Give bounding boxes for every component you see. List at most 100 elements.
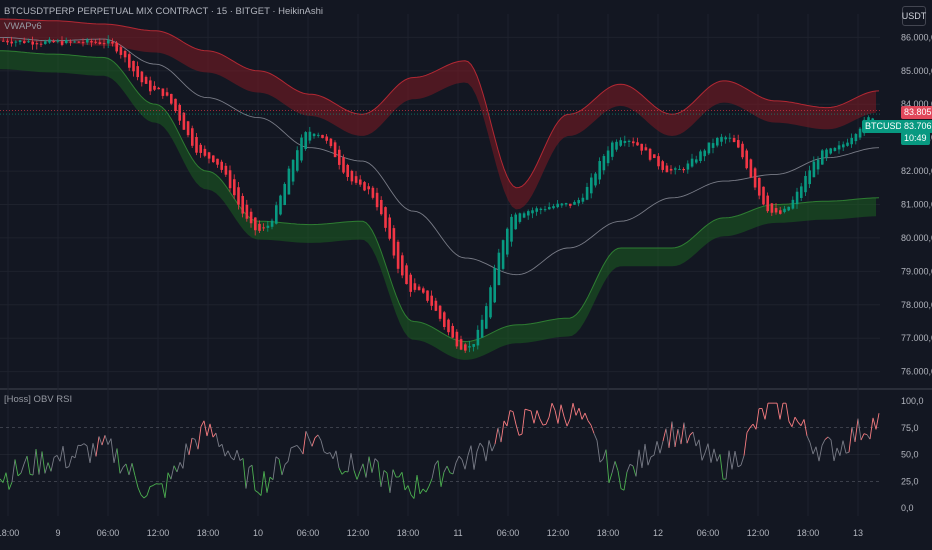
- upper-band-line: [0, 18, 880, 189]
- candle-body: [371, 187, 375, 198]
- candle-body: [846, 142, 849, 146]
- candle-body: [791, 199, 795, 209]
- candle-body: [737, 140, 740, 148]
- obv-rsi-segment: [839, 440, 844, 456]
- candle-body: [354, 176, 358, 183]
- obv-rsi-segment: [710, 448, 715, 463]
- obv-rsi-segment: [23, 455, 28, 465]
- price-axis-tick: 82.000,0: [901, 166, 932, 176]
- obv-rsi-segment: [341, 471, 346, 475]
- candle-body: [808, 170, 811, 185]
- candle-body: [170, 93, 173, 104]
- candle-body: [657, 156, 660, 167]
- obv-rsi-segment: [731, 451, 736, 470]
- obv-rsi-segment: [512, 411, 517, 425]
- indicator-label[interactable]: VWAPv6: [4, 21, 42, 32]
- candle-body: [291, 159, 295, 182]
- candle-body: [422, 288, 425, 293]
- obv-rsi-segment: [446, 465, 451, 473]
- obv-rsi-segment: [791, 417, 796, 427]
- candle-body: [69, 41, 72, 43]
- candle-body: [653, 154, 656, 158]
- time-axis-tick: 18:00: [0, 528, 19, 538]
- symbol-title[interactable]: BTCUSDTPERP PERPETUAL MIX CONTRACT · 15 …: [4, 6, 324, 17]
- obv-rsi-segment: [605, 449, 610, 483]
- obv-rsi-segment: [800, 419, 805, 426]
- candle-body: [426, 290, 429, 301]
- candle-body: [732, 138, 736, 143]
- obv-rsi-segment: [179, 462, 184, 469]
- obv-rsi-segment: [236, 450, 241, 461]
- obv-rsi-segment: [299, 448, 304, 455]
- candle-body: [434, 300, 438, 311]
- obv-rsi-segment: [407, 485, 412, 495]
- obv-rsi-segment: [125, 463, 130, 476]
- obv-rsi-segment: [716, 454, 721, 462]
- candle-body: [485, 306, 488, 329]
- candle-body: [753, 168, 757, 188]
- candle-body: [409, 274, 412, 292]
- obv-rsi-segment: [212, 432, 217, 438]
- candle-body: [430, 295, 433, 306]
- candle-body: [556, 203, 559, 208]
- obv-rsi-segment: [314, 434, 319, 439]
- candle-body: [858, 128, 862, 138]
- candle-body: [581, 197, 585, 202]
- candle-body: [128, 54, 131, 68]
- obv-rsi-segment: [398, 471, 403, 478]
- obv-rsi-segment: [119, 467, 124, 474]
- candle-body: [346, 164, 349, 177]
- obv-rsi-segment: [752, 423, 757, 430]
- currency-button[interactable]: USDT: [902, 6, 926, 26]
- candle-body: [321, 134, 324, 139]
- obv-rsi-segment: [836, 447, 841, 456]
- candle-body: [636, 142, 639, 146]
- obv-rsi-segment: [251, 465, 256, 491]
- candle-body: [283, 183, 286, 206]
- obv-rsi-segment: [641, 443, 646, 469]
- osc-axis-tick: 0,0: [901, 503, 914, 513]
- candle-body: [812, 161, 816, 178]
- candle-body: [296, 150, 299, 171]
- price-axis-tick: 76.000,0: [901, 367, 932, 377]
- obv-rsi-segment: [65, 466, 70, 469]
- candle-body: [682, 168, 685, 171]
- candle-body: [23, 41, 26, 44]
- obv-rsi-segment: [470, 445, 475, 470]
- candle-body: [455, 331, 459, 347]
- oscillator-label[interactable]: [Hoss] OBV RSI: [4, 394, 73, 405]
- obv-rsi-segment: [434, 460, 439, 465]
- candle-body: [833, 147, 837, 151]
- candle-body: [762, 186, 765, 205]
- candle-body: [829, 148, 832, 154]
- candle-body: [191, 128, 194, 146]
- obv-rsi-segment: [377, 461, 382, 487]
- candle-body: [585, 186, 589, 200]
- obv-rsi-segment: [707, 443, 712, 463]
- obv-rsi-segment: [266, 477, 271, 493]
- time-axis-tick: 06:00: [497, 528, 520, 538]
- obv-rsi-segment: [425, 486, 430, 493]
- obv-rsi-segment: [827, 436, 832, 441]
- obv-rsi-segment: [311, 437, 316, 447]
- candle-body: [539, 208, 543, 211]
- obv-rsi-segment: [788, 421, 793, 427]
- obv-rsi-segment: [89, 443, 94, 463]
- obv-rsi-segment: [110, 438, 115, 463]
- obv-rsi-segment: [203, 420, 208, 437]
- lower-band-line: [0, 50, 880, 343]
- obv-rsi-segment: [686, 434, 691, 444]
- obv-rsi-segment: [626, 464, 631, 473]
- obv-rsi-segment: [422, 488, 427, 493]
- obv-rsi-segment: [80, 443, 85, 446]
- obv-rsi-segment: [269, 476, 274, 481]
- obv-rsi-segment: [356, 471, 361, 480]
- obv-rsi-segment: [578, 408, 583, 420]
- obv-rsi-segment: [620, 488, 625, 491]
- candle-body: [590, 177, 593, 194]
- obv-rsi-segment: [698, 439, 703, 461]
- obv-rsi-segment: [332, 450, 337, 459]
- obv-rsi-segment: [860, 433, 865, 441]
- candle-body: [338, 149, 341, 165]
